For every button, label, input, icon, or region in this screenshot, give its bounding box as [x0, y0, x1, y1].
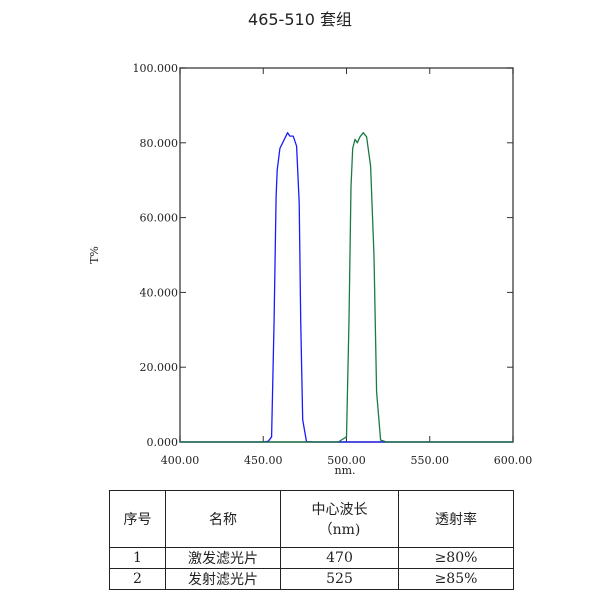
- cell-index: 2: [109, 568, 166, 590]
- header-wavelength-label: 中心波长: [311, 502, 368, 518]
- y-tick-label: 20.000: [140, 361, 179, 374]
- table-row: 1 激发滤光片 470 ≥80%: [109, 547, 514, 569]
- cell-wavelength: 525: [280, 568, 399, 590]
- header-transmittance: 透射率: [398, 490, 514, 548]
- cell-index: 1: [109, 547, 166, 569]
- plot-frame: [179, 67, 514, 443]
- cell-transmittance: ≥80%: [398, 547, 514, 569]
- y-tick-label: 0.000: [147, 436, 179, 449]
- header-wavelength: 中心波长 （nm): [280, 490, 399, 548]
- x-tick-label: 450.00: [244, 454, 283, 467]
- transmission-chart: 400.00 450.00 500.00 550.00 600.00 0.000 20.00…: [88, 62, 533, 477]
- cell-name: 发射滤光片: [165, 568, 281, 590]
- table-header-row: 序号 名称 中心波长 （nm) 透射率: [109, 490, 514, 548]
- header-wavelength-unit: （nm): [318, 522, 361, 538]
- cell-transmittance: ≥85%: [398, 568, 514, 590]
- x-tick-label: 500.00: [327, 454, 366, 467]
- y-axis-label: T%: [88, 246, 101, 264]
- cell-wavelength: 470: [280, 547, 399, 569]
- y-tick-label: 60.000: [140, 212, 179, 225]
- series-line-2: [180, 132, 513, 443]
- series-line-1: [180, 132, 513, 443]
- x-tick-label: 550.00: [411, 454, 450, 467]
- filter-table: 序号 名称 中心波长 （nm) 透射率 1 激发滤光片 470 ≥80% 2 发射…: [109, 490, 514, 590]
- y-tick-label: 100.000: [133, 62, 179, 75]
- chart-title: 465-510 套组: [248, 10, 352, 29]
- x-tick-label: 600.00: [494, 454, 533, 467]
- table-row: 2 发射滤光片 525 ≥85%: [109, 568, 514, 590]
- cell-name: 激发滤光片: [165, 547, 281, 569]
- x-tick-label: 400.00: [161, 454, 200, 467]
- y-tick-label: 40.000: [140, 286, 179, 299]
- x-axis-label: nm.: [334, 464, 355, 477]
- header-name: 名称: [165, 490, 281, 548]
- y-tick-label: 80.000: [140, 137, 179, 150]
- header-index: 序号: [109, 490, 166, 548]
